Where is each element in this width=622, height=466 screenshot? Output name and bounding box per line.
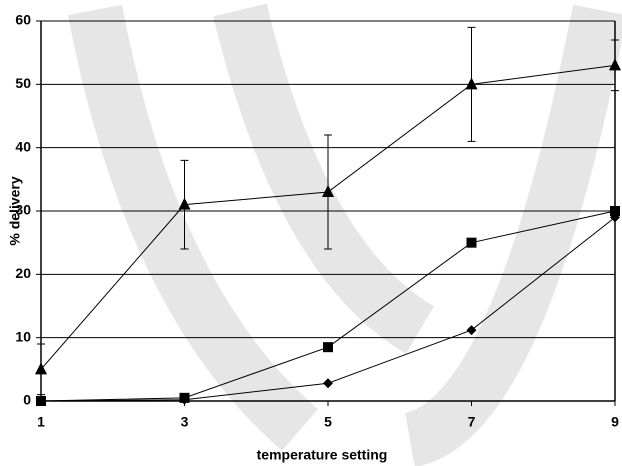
x-tick-label: 7 xyxy=(468,414,476,430)
y-tick-label: 30 xyxy=(15,202,31,218)
x-axis-label: temperature setting xyxy=(257,447,388,463)
y-tick-label: 20 xyxy=(15,265,31,281)
marker xyxy=(323,342,333,353)
y-axis-label: % delivery xyxy=(7,176,23,245)
x-tick-label: 3 xyxy=(181,414,189,430)
marker xyxy=(609,58,621,71)
y-tick-label: 50 xyxy=(15,75,31,91)
x-tick-label: 5 xyxy=(324,414,332,430)
y-tick-label: 10 xyxy=(15,328,31,344)
y-tick-label: 60 xyxy=(15,12,31,28)
marker xyxy=(36,396,46,406)
marker xyxy=(178,197,191,210)
marker xyxy=(466,237,477,248)
marker xyxy=(466,325,477,336)
marker xyxy=(465,77,478,90)
marker xyxy=(323,378,333,389)
y-tick-label: 40 xyxy=(15,138,31,154)
marker xyxy=(322,185,334,197)
marker xyxy=(610,206,620,216)
x-tick-label: 1 xyxy=(37,414,45,430)
watermark xyxy=(67,3,622,466)
marker xyxy=(35,362,47,375)
marker xyxy=(179,394,190,405)
marker xyxy=(610,212,620,223)
x-tick-label: 9 xyxy=(611,414,619,430)
y-tick-label: 0 xyxy=(23,392,31,408)
